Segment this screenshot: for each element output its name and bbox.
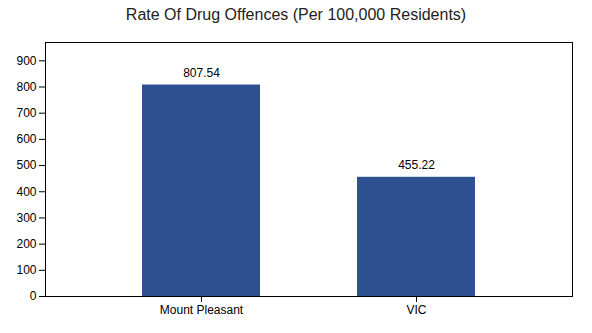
svg-text:900: 900 bbox=[16, 54, 36, 68]
svg-text:800: 800 bbox=[16, 80, 36, 94]
svg-text:VIC: VIC bbox=[406, 303, 426, 317]
svg-text:100: 100 bbox=[16, 263, 36, 277]
svg-text:700: 700 bbox=[16, 106, 36, 120]
svg-text:300: 300 bbox=[16, 211, 36, 225]
svg-text:455.22: 455.22 bbox=[398, 158, 435, 172]
svg-text:600: 600 bbox=[16, 132, 36, 146]
svg-text:400: 400 bbox=[16, 185, 36, 199]
svg-text:200: 200 bbox=[16, 237, 36, 251]
html-text:Rate Of Drug Offences (Per 100: Rate Of Drug Offences (Per 100,000 Resid… bbox=[125, 6, 467, 23]
svg-text:0: 0 bbox=[30, 289, 37, 303]
svg-text:807.54: 807.54 bbox=[183, 66, 220, 80]
svg-text:500: 500 bbox=[16, 158, 36, 172]
svg-text:Mount Pleasant: Mount Pleasant bbox=[160, 303, 244, 317]
